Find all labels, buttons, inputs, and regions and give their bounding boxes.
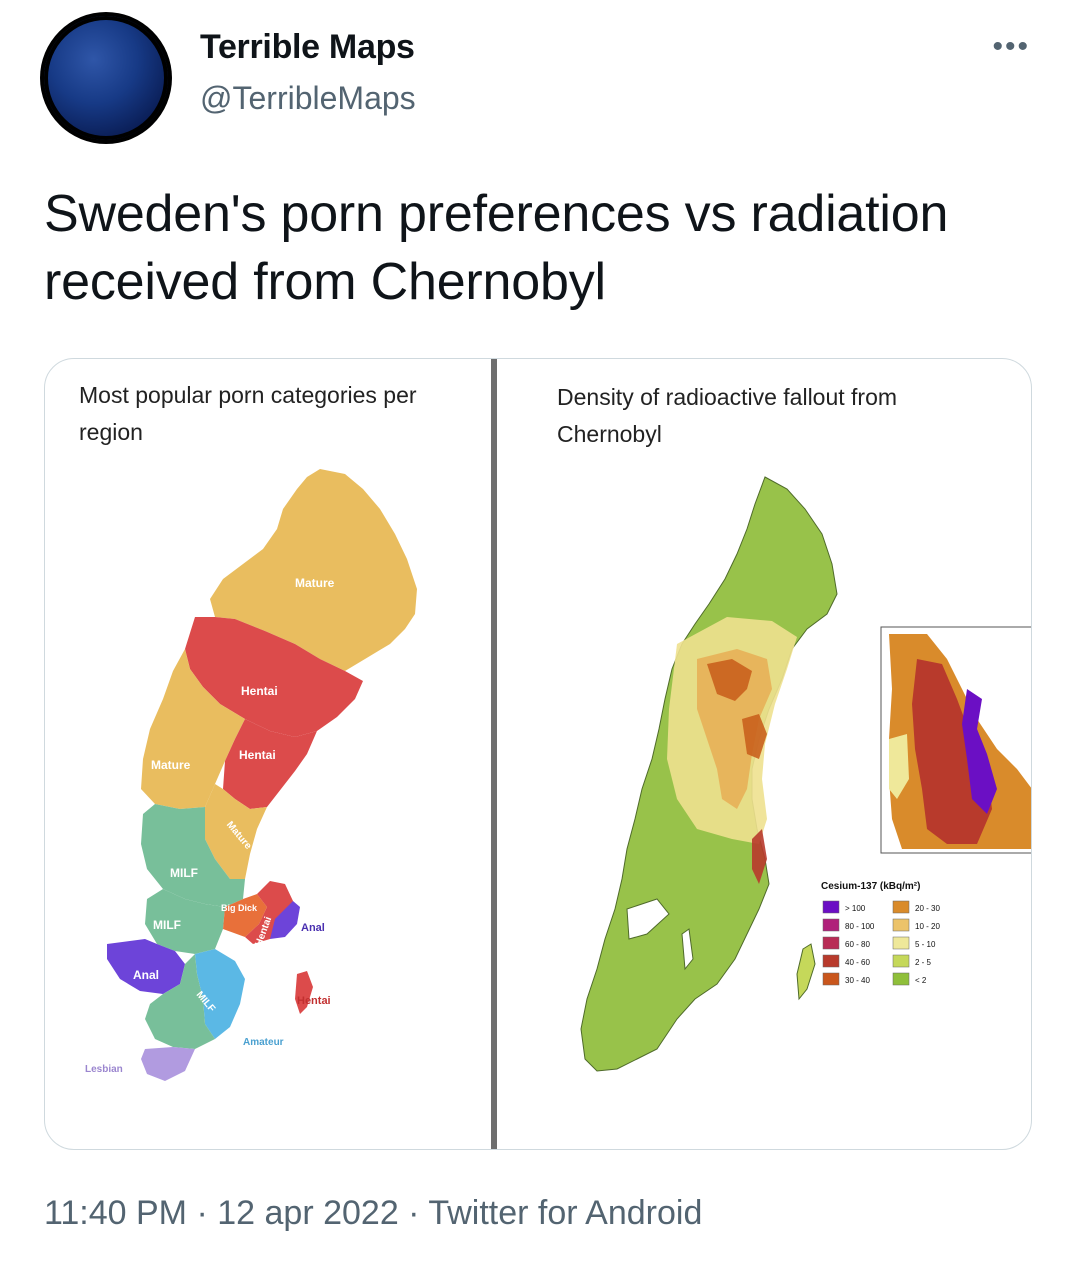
legend-left-label-1: 80 - 100 [845,922,875,931]
legend-left-swatch-0 [822,900,840,914]
tweet-media[interactable]: Most popular porn categories per region … [44,358,1032,1150]
image-divider [491,359,497,1149]
legend-right-label-2: 5 - 10 [915,940,936,949]
meta-separator-1: · [187,1194,218,1232]
legend-right-swatch-3 [892,954,910,968]
tweet-meta: 11:40 PM · 12 apr 2022 · Twitter for And… [44,1194,702,1233]
label-hentai-2: Hentai [239,748,276,762]
meta-separator-2: · [398,1194,429,1232]
legend-right-swatch-4 [892,972,910,986]
tweet-source[interactable]: Twitter for Android [428,1194,703,1232]
tweet-time[interactable]: 11:40 PM [44,1194,188,1232]
tweet-text: Sweden's porn preferences vs radiation r… [44,185,949,311]
region-hentai-1 [185,617,363,737]
lake-vanern [626,898,670,940]
label-anal-east: Anal [301,922,325,934]
legend-left-swatch-1 [822,918,840,932]
legend-left-label-2: 60 - 80 [845,940,870,949]
label-mature-west: Mature [151,758,191,772]
legend-left-group: > 100 80 - 100 60 - 80 40 - 60 30 - 40 [822,900,875,986]
legend-left-label-0: > 100 [845,904,866,913]
legend-right-label-4: < 2 [915,976,927,985]
region-anal-east [270,901,300,939]
porn-category-map: Mature Hentai Hentai Mature Mature MILF … [85,469,417,1081]
label-amateur: Amateur [243,1037,284,1048]
region-mature-diag [205,784,267,879]
left-map-title: Most popular porn categories per region [79,382,417,445]
region-hentai-2 [223,719,317,809]
region-milf-3 [145,954,215,1049]
fallout-zone-high [707,659,752,701]
tweet-date[interactable]: 12 apr 2022 [217,1194,399,1232]
region-milf-1 [141,804,245,907]
region-hentai-vert [245,881,293,944]
legend-right-group: 20 - 30 10 - 20 5 - 10 2 - 5 < 2 [892,900,940,986]
region-gotland [295,971,313,1014]
legend-right-swatch-0 [892,900,910,914]
region-anal-west [107,939,185,994]
gotland [796,943,816,1001]
label-gotland: Hentai [297,995,331,1007]
legend-right-label-1: 10 - 20 [915,922,940,931]
region-mature-west [141,649,245,809]
region-big-dick [223,894,267,937]
user-handle[interactable]: @TerribleMaps [200,80,416,116]
legend-left-label-3: 40 - 60 [845,958,870,967]
region-mature-north [210,469,417,671]
legend-left-swatch-2 [822,936,840,950]
legend-right-label-0: 20 - 30 [915,904,940,913]
legend-left-label-4: 30 - 40 [845,976,870,985]
fallout-map: Cesium-137 (kBq/m²) > 100 80 - 100 60 - 80… [580,476,1031,1072]
legend-right-label-3: 2 - 5 [915,958,932,967]
right-map-title: Density of radioactive fallout from Cher… [557,384,898,447]
fallout-zone-high-2 [742,714,767,759]
legend-title: Cesium-137 (kBq/m²) [821,881,920,892]
fallout-inset-edge [889,734,909,799]
lake-vattern [681,928,694,971]
region-amateur [195,949,245,1039]
label-lesbian: Lesbian [85,1064,123,1075]
region-lesbian [141,1047,195,1081]
label-big-dick: Big Dick [221,903,258,913]
fallout-inset-peak [962,689,997,814]
display-name[interactable]: Terrible Maps [200,28,415,66]
more-horizontal-icon[interactable]: ••• [992,30,1030,63]
legend-right-swatch-2 [892,936,910,950]
label-mature-north: Mature [295,576,335,590]
region-milf-2 [145,889,225,954]
label-anal-west: Anal [133,968,159,982]
label-milf-1: MILF [170,866,198,880]
label-hentai-1: Hentai [241,684,278,698]
avatar[interactable] [44,16,168,140]
legend-left-swatch-4 [822,972,840,986]
fallout-zone-high-3 [752,829,767,884]
label-milf-2: MILF [153,918,181,932]
legend-left-swatch-3 [822,954,840,968]
legend-right-swatch-1 [892,918,910,932]
